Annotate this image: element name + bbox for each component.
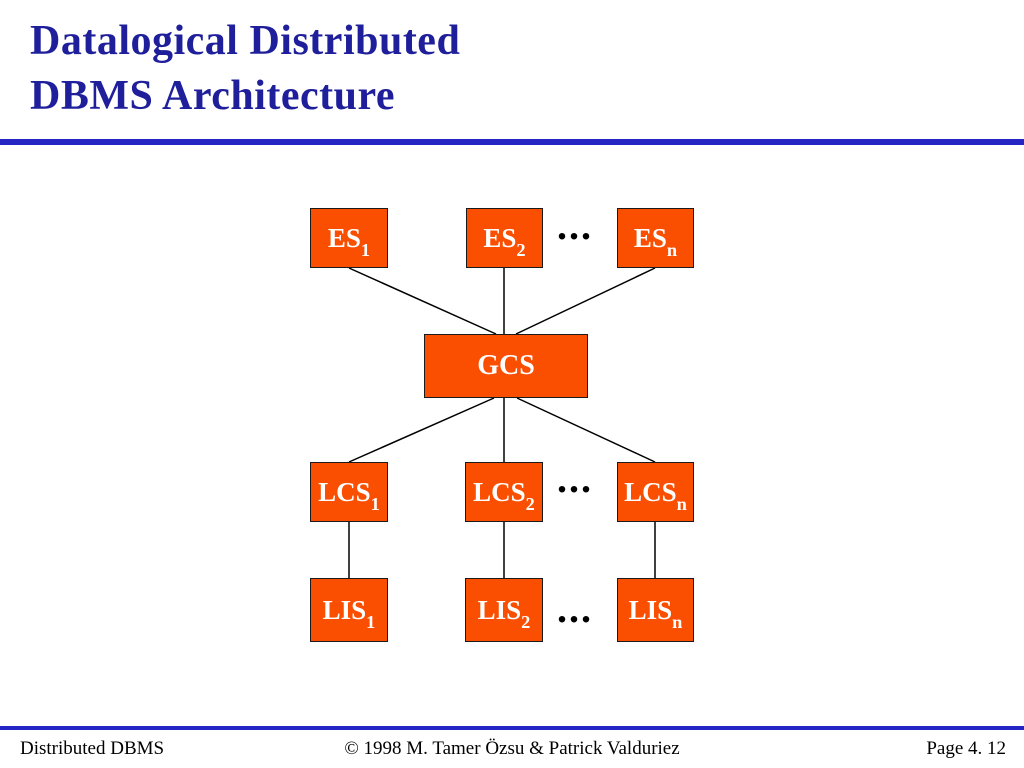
lis2-box: LIS2	[465, 578, 543, 642]
lcs1-box: LCS1	[310, 462, 388, 522]
lis1-label: LIS1	[322, 594, 376, 633]
lcsn-box: LCSn	[617, 462, 694, 522]
lis1-box: LIS1	[310, 578, 388, 642]
connector-gcs-lcs1	[348, 397, 495, 463]
es1-label: ES1	[327, 222, 371, 261]
lcs2-label: LCS2	[473, 476, 535, 515]
gcs-label: GCS	[477, 350, 535, 381]
es1-box: ES1	[310, 208, 388, 268]
footer-copyright: © 1998 M. Tamer Özsu & Patrick Valduriez	[344, 738, 680, 759]
es2-box: ES2	[466, 208, 543, 268]
connector-esn-gcs	[515, 267, 656, 335]
lisn-label: LISn	[628, 594, 683, 633]
slide-title: Datalogical Distributed DBMS Architectur…	[30, 14, 460, 123]
lisn-box: LISn	[617, 578, 694, 642]
footer-slide-set-title: Distributed DBMS	[20, 738, 165, 759]
lis-row-ellipsis: ...	[557, 585, 593, 631]
es-row-ellipsis: ...	[557, 202, 593, 248]
connector-gcs-lcsn	[516, 397, 656, 463]
es2-label: ES2	[483, 222, 526, 261]
footer-divider-rule	[0, 726, 1024, 730]
lcsn-label: LCSn	[624, 476, 687, 515]
footer-page-number: Page 4. 12	[926, 738, 1006, 759]
title-divider-rule	[0, 139, 1024, 145]
connector-es1-gcs	[348, 267, 497, 335]
lcs2-box: LCS2	[465, 462, 543, 522]
esn-box: ESn	[617, 208, 694, 268]
lcs1-label: LCS1	[318, 476, 380, 515]
slide-title-line2: DBMS Architecture	[30, 72, 396, 119]
esn-label: ESn	[633, 222, 678, 261]
slide-title-line1: Datalogical Distributed	[30, 18, 461, 64]
lcs-row-ellipsis: ...	[557, 455, 593, 501]
gcs-box: GCS	[424, 334, 588, 398]
lis2-label: LIS2	[477, 594, 531, 633]
